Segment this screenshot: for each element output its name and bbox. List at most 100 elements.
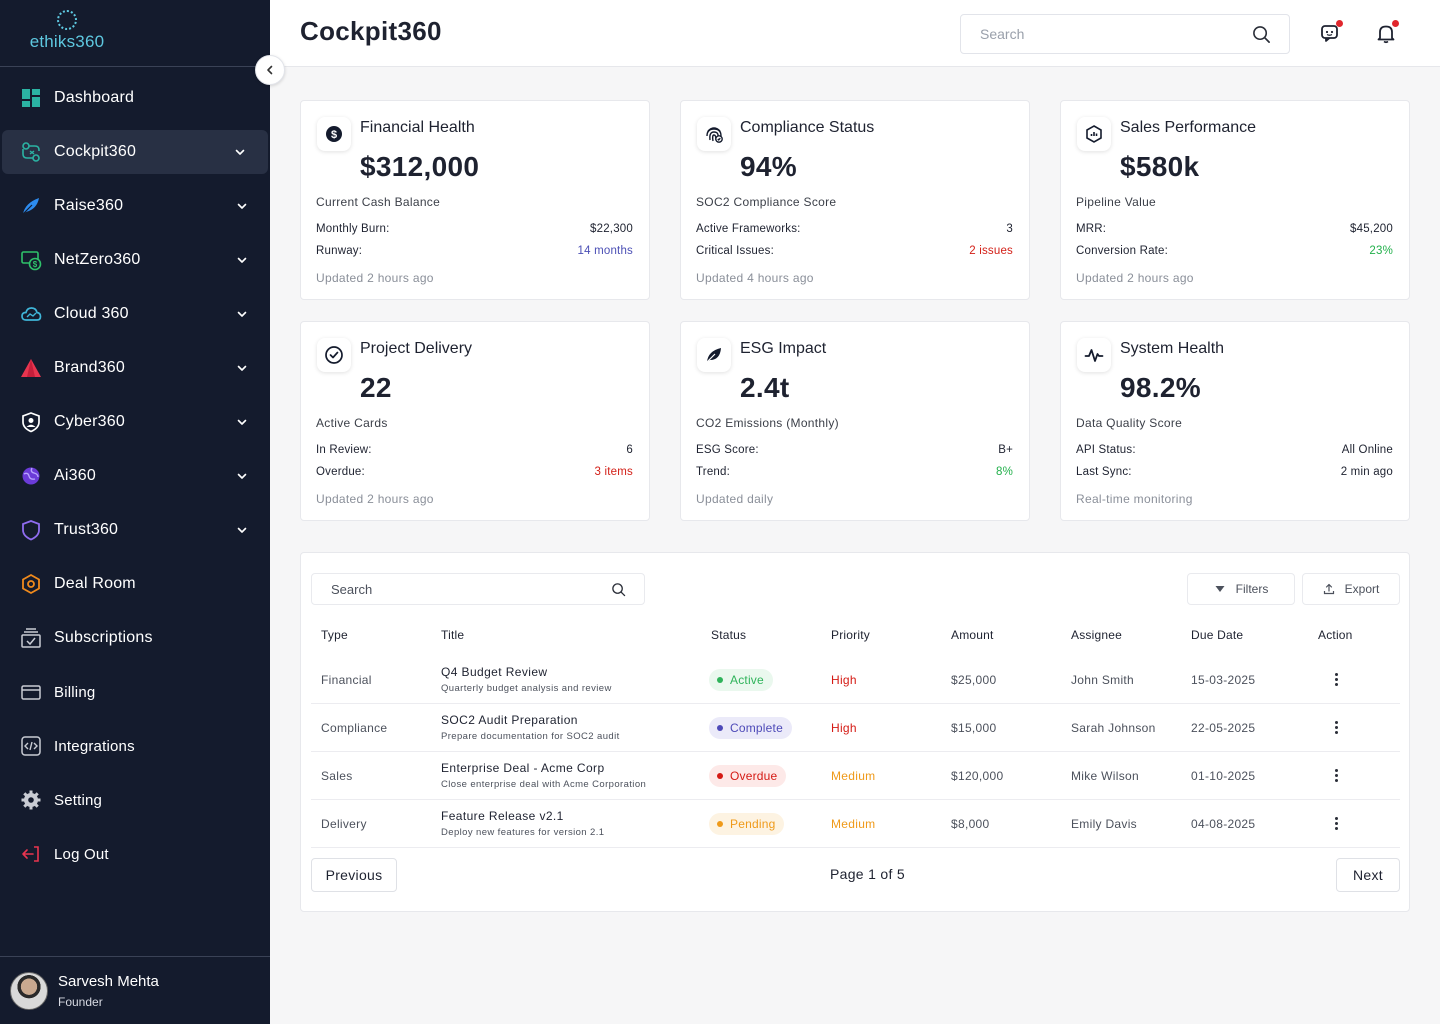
task-description: Prepare documentation for SOC2 audit [441, 731, 620, 742]
chevron-down-icon[interactable] [236, 253, 248, 265]
sidebar-item-log-out[interactable]: Log Out [0, 832, 270, 876]
notifications-button[interactable] [1375, 20, 1399, 44]
brand-logo[interactable]: ethiks360 [27, 10, 107, 52]
more-options-icon[interactable] [1334, 673, 1338, 686]
sidebar-item-cockpit360[interactable]: Cockpit360 [2, 130, 268, 174]
sidebar-item-cloud-360[interactable]: Cloud 360 [0, 292, 270, 336]
table-search-input[interactable] [312, 574, 592, 604]
metric-value: 8% [995, 466, 1013, 478]
dashboard-icon [20, 87, 42, 109]
kpi-card-esg-impact: ESG Impact 2.4t CO2 Emissions (Monthly) ESG… [680, 321, 1030, 521]
page-title: Cockpit360 [300, 16, 442, 46]
metric-value: 3 items [594, 466, 633, 478]
fingerprint-icon [697, 117, 731, 151]
sidebar-item-ai360[interactable]: Ai360 [0, 454, 270, 498]
card-value: 94% [740, 151, 797, 182]
sidebar-item-brand360[interactable]: Brand360 [0, 346, 270, 390]
sidebar-item-trust360[interactable]: Trust360 [0, 508, 270, 552]
sidebar-item-setting[interactable]: Setting [0, 778, 270, 822]
chat-notification-dot [1336, 20, 1343, 27]
card-value: 2.4t [740, 372, 790, 403]
header-search-input[interactable] [961, 15, 1231, 53]
action-cell [1334, 704, 1338, 751]
due-date-cell: 01-10-2025 [1191, 768, 1256, 783]
type-cell: Financial [321, 672, 372, 687]
shield-icon [20, 519, 42, 541]
search-icon[interactable] [611, 582, 626, 597]
column-header-status: Status [711, 628, 747, 642]
priority-cell: High [831, 720, 857, 735]
sidebar-nav: Dashboard Cockpit360 Raise360 $ NetZero360 Cl… [0, 76, 270, 886]
metric-value: 6 [626, 444, 633, 456]
chevron-down-icon[interactable] [236, 307, 248, 319]
ai-globe-icon [20, 465, 42, 487]
next-page-button[interactable]: Next [1336, 858, 1400, 892]
table-row[interactable]: Delivery Feature Release v2.1 Deploy new f… [311, 800, 1400, 848]
amount-cell: $15,000 [951, 720, 997, 735]
status-cell: Complete [709, 704, 792, 751]
status-label: Overdue [730, 768, 778, 783]
table-row[interactable]: Compliance SOC2 Audit Preparation Prepare … [311, 704, 1400, 752]
sidebar-item-label: Cockpit360 [54, 143, 137, 160]
card-metric-row: Trend: 8% [696, 466, 1013, 478]
table-row[interactable]: Financial Q4 Budget Review Quarterly budge… [311, 656, 1400, 704]
card-title: Financial Health [360, 119, 475, 136]
chevron-down-icon[interactable] [234, 145, 246, 157]
chevron-down-icon[interactable] [236, 415, 248, 427]
user-profile[interactable]: Sarvesh Mehta Founder [0, 956, 270, 1024]
chevron-down-icon[interactable] [236, 361, 248, 373]
task-description: Quarterly budget analysis and review [441, 683, 612, 694]
table-row[interactable]: Sales Enterprise Deal - Acme Corp Close en… [311, 752, 1400, 800]
column-header-assignee: Assignee [1071, 628, 1122, 642]
status-label: Active [730, 672, 764, 687]
chart-hexagon-icon [1077, 117, 1111, 151]
chat-button[interactable] [1319, 20, 1343, 44]
search-icon[interactable] [1252, 25, 1271, 44]
amount-cell: $8,000 [951, 816, 990, 831]
dollar-circle-icon: $ [317, 117, 351, 151]
chat-icon [1321, 25, 1338, 42]
metric-label: API Status: [1076, 444, 1136, 456]
metric-value: $45,200 [1350, 223, 1393, 235]
cockpit-icon [20, 141, 42, 163]
sidebar-item-raise360[interactable]: Raise360 [0, 184, 270, 228]
card-value: 22 [360, 372, 392, 403]
pulse-icon [1077, 338, 1111, 372]
amount-cell: $120,000 [951, 768, 1004, 783]
metric-label: Critical Issues: [696, 245, 774, 257]
bell-icon [1377, 25, 1395, 44]
status-label: Complete [730, 720, 783, 735]
sidebar-item-netzero360[interactable]: $ NetZero360 [0, 238, 270, 282]
export-button[interactable]: Export [1302, 573, 1400, 605]
sidebar-item-integrations[interactable]: Integrations [0, 724, 270, 768]
sidebar-item-label: Subscriptions [54, 629, 153, 646]
sidebar-collapse-button[interactable] [255, 55, 285, 85]
sidebar-item-label: NetZero360 [54, 251, 141, 268]
metric-value: 2 min ago [1340, 466, 1393, 478]
more-options-icon[interactable] [1334, 817, 1338, 830]
kpi-card-compliance-status: Compliance Status 94% SOC2 Compliance Scor… [680, 100, 1030, 300]
sidebar-item-label: Integrations [54, 737, 135, 755]
brand-area: ethiks360 [0, 0, 270, 67]
metric-label: ESG Score: [696, 444, 759, 456]
sidebar-item-subscriptions[interactable]: Subscriptions [0, 616, 270, 660]
metric-label: Active Frameworks: [696, 223, 801, 235]
card-title: Sales Performance [1120, 119, 1257, 136]
filters-button[interactable]: Filters [1187, 573, 1295, 605]
status-cell: Active [709, 656, 773, 703]
more-options-icon[interactable] [1334, 769, 1338, 782]
sidebar-item-dashboard[interactable]: Dashboard [0, 76, 270, 120]
card-metric-row: ESG Score: B+ [696, 444, 1013, 456]
sidebar-item-deal-room[interactable]: Deal Room [0, 562, 270, 606]
type-cell: Compliance [321, 720, 388, 735]
more-options-icon[interactable] [1334, 721, 1338, 734]
chevron-down-icon[interactable] [236, 523, 248, 535]
chevron-down-icon[interactable] [236, 199, 248, 211]
card-title: ESG Impact [740, 340, 827, 357]
sidebar-item-billing[interactable]: Billing [0, 670, 270, 714]
priority-cell: Medium [831, 768, 876, 783]
card-updated: Updated 2 hours ago [316, 271, 434, 285]
previous-page-button[interactable]: Previous [311, 858, 397, 892]
chevron-down-icon[interactable] [236, 469, 248, 481]
sidebar-item-cyber360[interactable]: Cyber360 [0, 400, 270, 444]
